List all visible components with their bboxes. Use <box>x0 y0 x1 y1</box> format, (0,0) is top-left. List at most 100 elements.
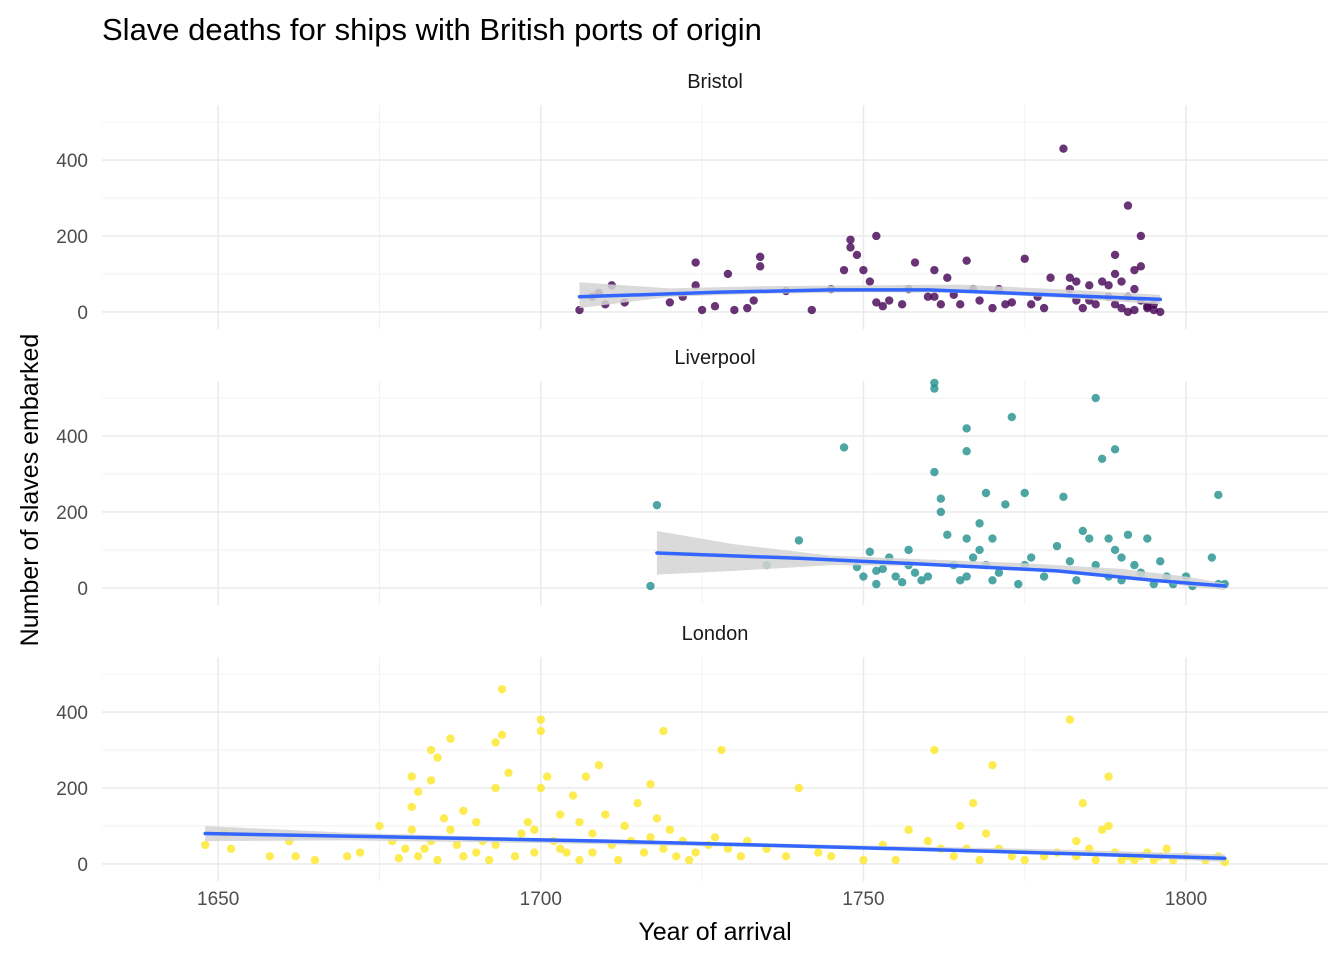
data-point <box>1110 300 1120 309</box>
data-point <box>555 810 565 819</box>
data-point <box>943 273 952 282</box>
data-point <box>814 848 823 857</box>
data-point <box>1097 825 1107 834</box>
data-point <box>749 296 758 305</box>
data-point <box>981 829 991 838</box>
data-point <box>904 825 913 834</box>
data-point <box>962 534 971 543</box>
data-point <box>310 855 320 865</box>
data-point <box>878 302 887 311</box>
data-point <box>1072 277 1081 286</box>
data-point <box>846 243 855 252</box>
data-point <box>936 494 946 503</box>
y-tick-label: 400 <box>56 703 88 724</box>
data-point <box>581 772 591 781</box>
data-point <box>981 488 991 498</box>
data-point <box>930 292 939 301</box>
data-point <box>962 447 971 456</box>
data-point <box>1104 772 1113 781</box>
data-point <box>723 269 733 279</box>
data-point <box>923 836 933 846</box>
data-point <box>949 852 958 861</box>
data-point <box>691 848 700 857</box>
data-point <box>446 734 455 743</box>
data-point <box>620 821 629 831</box>
data-point <box>588 848 597 857</box>
data-point <box>1104 281 1113 290</box>
data-point <box>459 806 468 815</box>
data-point <box>201 840 210 850</box>
data-point <box>291 852 300 861</box>
data-point <box>781 852 791 861</box>
data-point <box>1065 557 1075 566</box>
y-axis-title: Number of slaves embarked <box>16 334 44 647</box>
facet-strip-label: Bristol <box>687 71 743 93</box>
data-point <box>794 536 804 545</box>
x-axis-title: Year of arrival <box>638 918 791 946</box>
data-point <box>859 572 868 581</box>
data-point <box>1130 855 1139 865</box>
trend-line <box>203 831 1227 860</box>
data-point <box>930 265 939 275</box>
data-point <box>1001 300 1010 309</box>
data-point <box>1052 541 1062 551</box>
data-point <box>530 848 539 857</box>
data-point <box>646 779 655 789</box>
data-point <box>452 840 462 850</box>
data-point <box>975 855 984 865</box>
data-point <box>1091 300 1100 309</box>
data-point <box>1078 798 1088 808</box>
x-axis-ticks: 1650 1700 1750 1800 <box>197 889 1207 910</box>
data-point <box>872 579 881 589</box>
data-point <box>826 852 836 861</box>
data-point <box>652 814 662 823</box>
data-point <box>575 305 584 315</box>
data-point <box>1091 560 1100 570</box>
data-point <box>975 545 984 555</box>
data-point <box>226 844 236 853</box>
data-point <box>910 258 920 267</box>
facet-strip-label: Liverpool <box>674 347 755 369</box>
data-point <box>1130 265 1139 275</box>
data-point <box>936 507 946 517</box>
data-point <box>555 844 565 853</box>
data-point <box>401 844 410 853</box>
data-point <box>1059 144 1068 153</box>
data-point <box>1078 303 1088 313</box>
data-point <box>1110 250 1120 260</box>
data-point <box>646 581 655 591</box>
data-point <box>1214 490 1223 500</box>
data-point <box>504 768 513 777</box>
data-point <box>394 854 404 863</box>
data-point <box>988 534 997 543</box>
data-point <box>710 302 720 311</box>
data-point <box>1085 281 1094 290</box>
data-point <box>717 745 726 755</box>
x-tick-label: 1650 <box>197 889 239 910</box>
data-point <box>491 738 500 747</box>
data-point <box>897 578 907 587</box>
data-point <box>755 262 765 271</box>
trend-line <box>577 288 1162 302</box>
data-point <box>975 296 984 305</box>
y-tick-label: 200 <box>56 779 88 800</box>
data-point <box>923 572 933 581</box>
data-point <box>407 772 416 781</box>
data-point <box>897 300 907 309</box>
data-point <box>523 817 533 827</box>
data-point <box>1007 412 1017 422</box>
data-point <box>568 791 578 800</box>
data-point <box>852 250 862 260</box>
y-tick-label: 0 <box>77 855 88 876</box>
data-point <box>956 821 965 831</box>
x-tick-label: 1750 <box>842 889 884 910</box>
data-point <box>1143 534 1152 543</box>
data-point <box>472 817 481 827</box>
x-tick-label: 1800 <box>1165 889 1207 910</box>
data-point <box>407 825 416 834</box>
data-point <box>652 500 662 510</box>
data-point <box>1130 560 1139 570</box>
data-point <box>1110 545 1120 555</box>
data-point <box>497 685 507 694</box>
data-point <box>426 776 436 785</box>
